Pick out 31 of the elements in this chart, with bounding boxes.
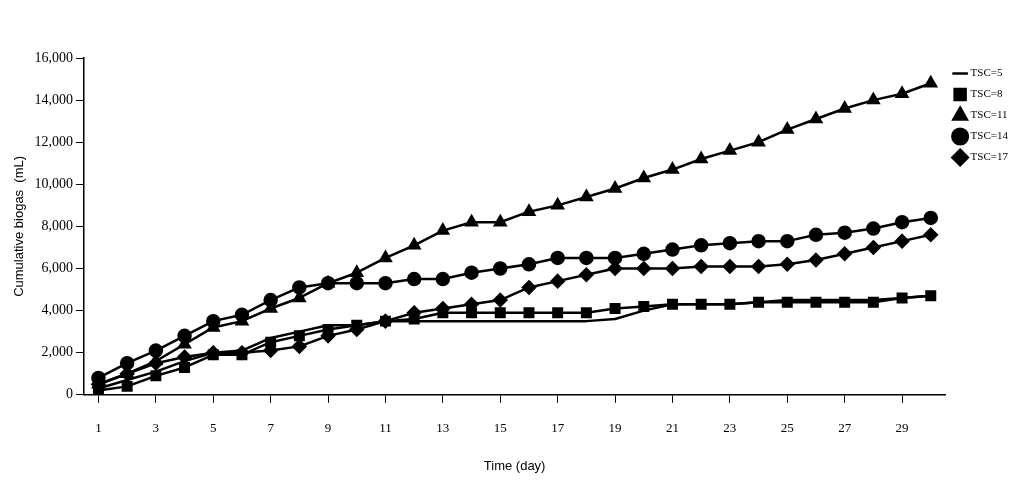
legend-label: TSC=5 [970,66,1003,79]
legend-label: TSC=17 [970,150,1009,163]
x-tick-label: 17 [551,420,565,436]
x-tick-label: 21 [665,420,679,436]
legend-label: TSC=14 [970,129,1009,142]
legend-label: TSC=8 [970,87,1003,100]
x-tick-label: 7 [267,420,275,436]
x-tick-label: 3 [152,420,160,436]
y-tick-label: 16,000 [34,49,74,65]
legend-label: TSC=11 [970,108,1008,121]
x-tick-label: 27 [838,420,852,436]
y-tick-label: 8,000 [41,218,74,234]
x-tick-label: 23 [723,420,737,436]
y-tick-label: 10,000 [34,175,74,191]
x-axis-title: Time (day) [483,457,546,473]
y-tick-label: 6,000 [41,260,74,276]
x-tick-label: 9 [324,420,332,436]
y-tick-label: 2,000 [41,344,74,360]
x-tick-label: 1 [95,420,102,436]
y-tick-label: 14,000 [34,91,74,107]
x-tick-label: 5 [210,420,217,436]
x-tick-label: 25 [780,420,794,436]
y-axis-title: Cumulative biogas (mL) [11,155,27,297]
y-tick-label: 0 [66,386,74,402]
x-tick-label: 19 [608,420,622,436]
y-tick-label: 4,000 [41,302,74,318]
x-tick-label: 13 [436,420,450,436]
y-tick-label: 12,000 [34,133,74,149]
x-tick-label: 29 [895,420,909,436]
x-tick-label: 15 [493,420,507,436]
x-tick-label: 11 [379,420,392,436]
